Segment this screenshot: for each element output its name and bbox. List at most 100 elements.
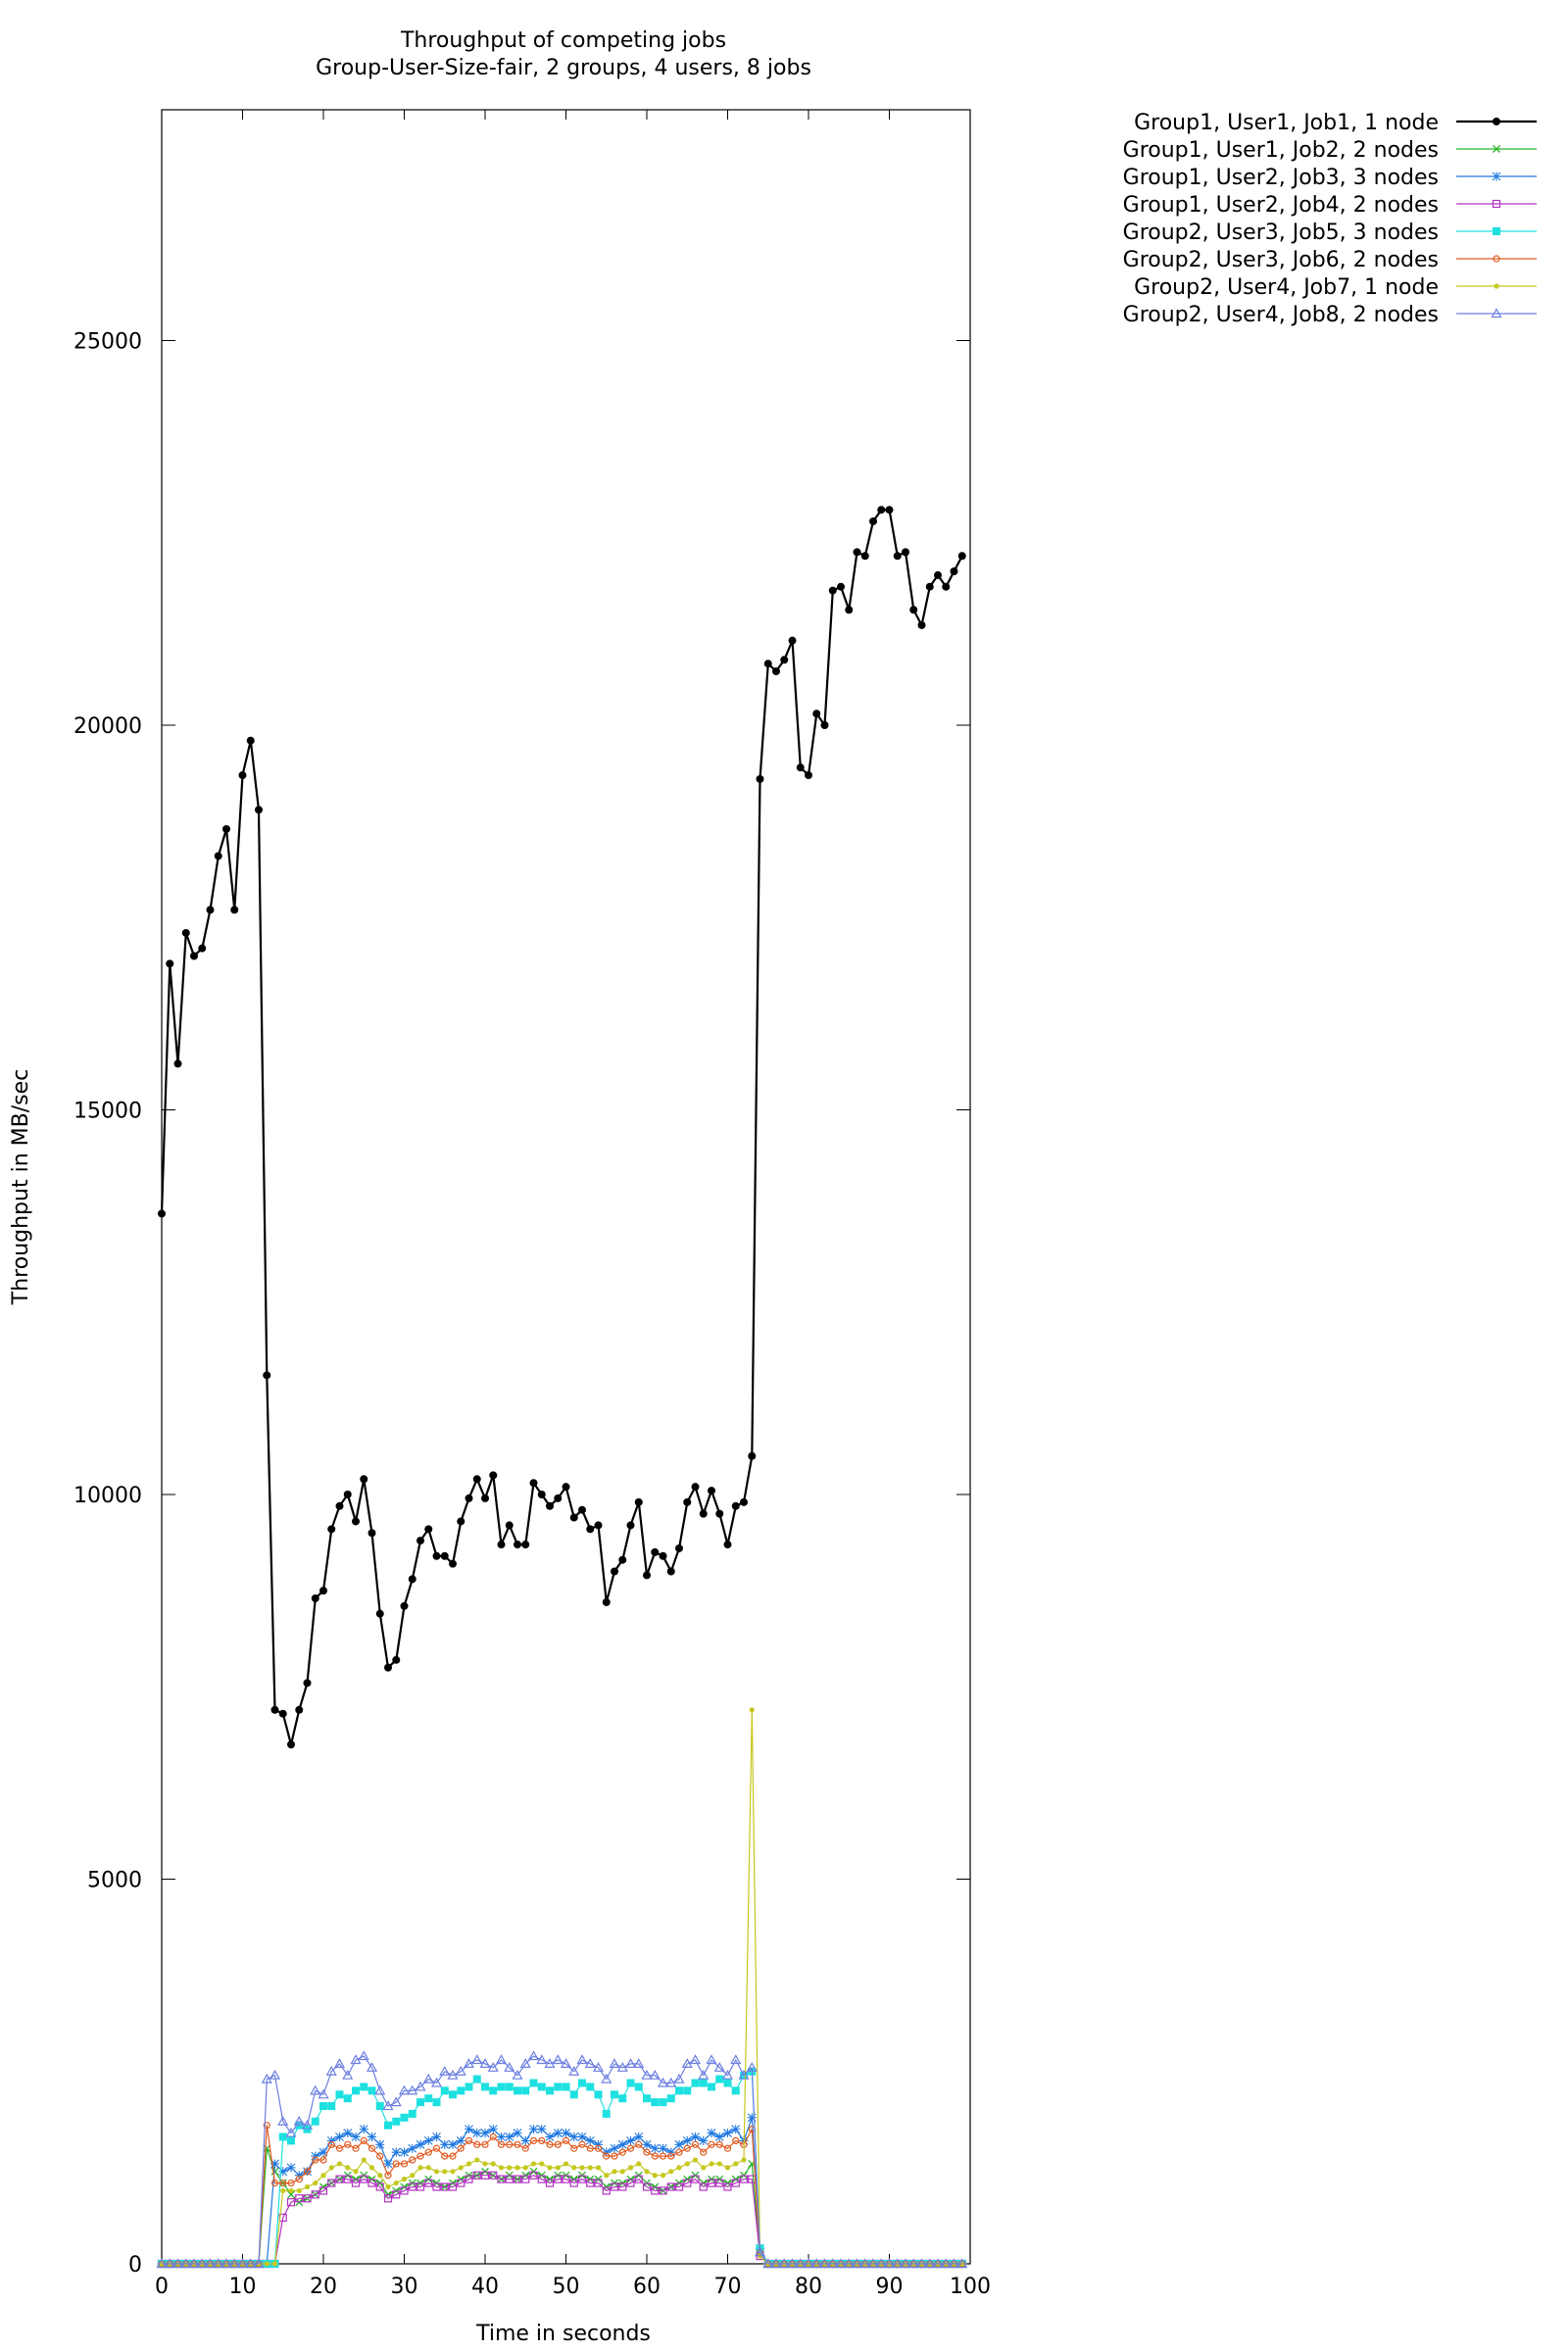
data-point <box>294 2171 304 2180</box>
legend-label: Group2, User4, Job8, 2 nodes <box>1123 303 1439 327</box>
data-point <box>432 2144 441 2152</box>
data-point <box>392 2160 400 2168</box>
data-point <box>270 2179 279 2187</box>
data-point <box>610 2182 619 2191</box>
data-point <box>578 2079 586 2087</box>
data-point <box>692 2157 699 2163</box>
data-point <box>795 2258 807 2269</box>
data-point <box>584 2058 596 2068</box>
data-point <box>319 1587 327 1595</box>
data-point <box>845 606 854 614</box>
data-point <box>214 852 222 860</box>
data-point <box>264 2261 270 2267</box>
data-point <box>448 2139 458 2149</box>
data-point <box>360 2082 368 2091</box>
data-point <box>375 2139 385 2149</box>
data-point <box>521 2175 530 2183</box>
data-point <box>715 2140 723 2148</box>
x-tick-label: 70 <box>714 2275 742 2299</box>
data-point <box>586 2179 595 2187</box>
data-point <box>618 2182 627 2191</box>
data-point <box>739 2175 749 2183</box>
data-point <box>313 2180 318 2186</box>
data-point <box>634 2082 643 2091</box>
data-point <box>642 2139 652 2149</box>
data-point <box>554 2175 563 2183</box>
data-point <box>350 2054 362 2065</box>
y-tick-label: 0 <box>128 2253 142 2278</box>
data-point <box>505 2082 514 2091</box>
data-point <box>957 552 966 561</box>
data-point <box>400 1601 409 1610</box>
data-point <box>489 1471 498 1480</box>
data-point <box>612 2169 617 2175</box>
y-tick-label: 25000 <box>74 330 142 355</box>
data-point <box>416 2182 425 2191</box>
data-point <box>442 2169 448 2175</box>
data-point <box>699 2079 708 2087</box>
data-point <box>228 2258 240 2269</box>
data-point <box>393 2180 399 2186</box>
data-point <box>595 2165 602 2171</box>
data-point <box>465 2082 473 2091</box>
data-point <box>472 2075 481 2083</box>
data-point <box>319 2102 327 2111</box>
data-point <box>934 570 942 579</box>
data-point <box>1491 308 1502 318</box>
data-point <box>611 1567 618 1576</box>
data-point <box>721 2069 734 2080</box>
data-point <box>805 771 812 780</box>
data-point <box>521 2144 529 2152</box>
data-point <box>537 2125 547 2134</box>
data-point <box>611 2090 618 2099</box>
data-point <box>514 2086 521 2095</box>
data-point <box>474 2157 480 2163</box>
data-point <box>644 2169 650 2175</box>
data-point <box>707 2179 716 2187</box>
data-point <box>505 1521 514 1530</box>
data-point <box>560 2058 572 2068</box>
data-point <box>343 2175 352 2183</box>
data-point <box>643 1571 651 1580</box>
data-point <box>351 2132 361 2141</box>
data-point <box>196 2258 208 2269</box>
data-point <box>657 2077 669 2087</box>
data-point <box>594 2090 603 2099</box>
data-point <box>746 2062 758 2072</box>
data-point <box>344 2140 352 2148</box>
data-point <box>562 2175 570 2183</box>
data-point <box>818 2258 831 2269</box>
data-point <box>900 2258 911 2269</box>
data-point <box>327 2179 336 2187</box>
data-point <box>497 2082 506 2091</box>
data-point <box>659 2152 667 2160</box>
data-point <box>555 2165 561 2171</box>
data-point <box>270 2159 279 2169</box>
data-point <box>602 1597 611 1606</box>
data-point <box>333 2058 346 2068</box>
data-point <box>285 2127 297 2137</box>
data-point <box>675 1544 683 1552</box>
data-point <box>763 660 772 668</box>
data-point <box>352 2144 360 2152</box>
data-point <box>626 1521 635 1530</box>
data-point <box>569 2179 578 2187</box>
legend-entry-8: Group2, User4, Job8, 2 nodes <box>1123 303 1537 327</box>
data-point <box>577 2175 587 2183</box>
x-tick-label: 10 <box>229 2275 257 2299</box>
data-point <box>261 2073 272 2083</box>
data-point <box>463 2058 475 2068</box>
data-point <box>343 1491 352 1498</box>
series-1 <box>158 506 966 1749</box>
data-point <box>390 2096 402 2107</box>
data-point <box>358 2050 369 2061</box>
data-point <box>303 2194 312 2203</box>
data-point <box>650 2143 660 2153</box>
data-point <box>382 2100 394 2111</box>
data-point <box>708 2140 715 2148</box>
data-point <box>788 636 797 645</box>
data-point <box>691 2079 700 2087</box>
data-point <box>956 2258 968 2269</box>
data-point <box>424 2148 432 2156</box>
